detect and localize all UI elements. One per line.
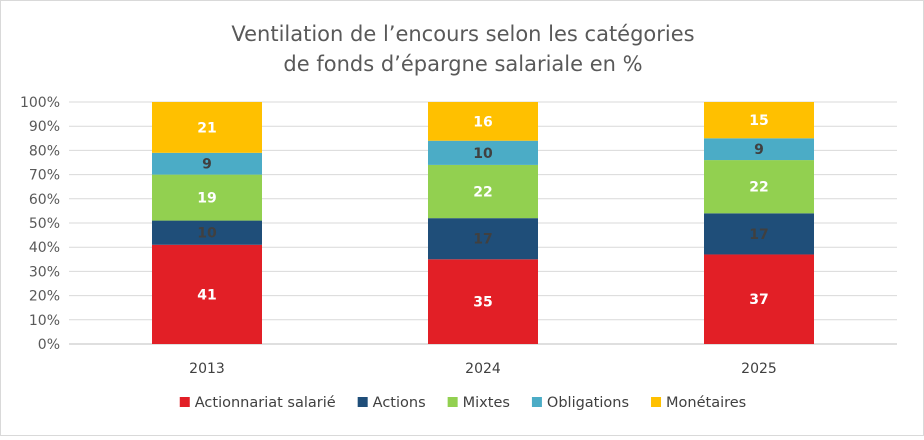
- bar-segment: [428, 164, 538, 219]
- legend-swatch: [357, 397, 368, 407]
- legend-label: Obligations: [547, 395, 629, 411]
- data-label: 19: [197, 191, 216, 207]
- x-category-label: 2013: [189, 361, 225, 377]
- y-tick-label: 80%: [29, 143, 60, 159]
- legend-label: Actions: [373, 395, 426, 411]
- x-axis-categories: 2013 2024 2025: [189, 361, 777, 377]
- bar-segment: [152, 102, 262, 153]
- legend-swatch: [651, 397, 662, 407]
- data-label: 15: [749, 113, 768, 129]
- y-tick-label: 100%: [20, 95, 60, 111]
- y-tick-label: 10%: [29, 313, 60, 329]
- y-tick-label: 90%: [29, 119, 60, 135]
- data-label: 16: [473, 114, 492, 130]
- y-tick-label: 70%: [29, 168, 60, 184]
- data-label: 37: [749, 292, 768, 308]
- x-category-label: 2024: [465, 361, 501, 377]
- y-tick-label: 40%: [29, 240, 60, 256]
- bar-segment: [152, 244, 262, 344]
- data-label: 10: [473, 146, 493, 162]
- data-label: 10: [197, 226, 217, 242]
- chart-title-line-1: Ventilation de l’encours selon les catég…: [231, 22, 694, 46]
- legend-label: Actionnariat salarié: [195, 395, 336, 411]
- data-label: 41: [197, 287, 216, 303]
- legend: Actionnariat salarié Actions Mixtes Obligat…: [179, 395, 746, 411]
- data-label: 35: [473, 295, 492, 311]
- y-tick-label: 0%: [38, 337, 60, 353]
- bar-segment: [428, 259, 538, 344]
- bar-segment: [428, 102, 538, 141]
- bar-segment: [704, 160, 814, 214]
- data-label: 17: [473, 232, 492, 248]
- data-label: 21: [197, 120, 216, 136]
- bar-segment: [152, 220, 262, 245]
- x-category-label: 2025: [741, 361, 777, 377]
- data-label: 22: [749, 180, 768, 196]
- bar-segment: [704, 254, 814, 344]
- bar-segment: [704, 138, 814, 161]
- data-label: 9: [754, 142, 764, 158]
- bar-segment: [152, 152, 262, 175]
- y-tick-label: 50%: [29, 216, 60, 232]
- y-tick-label: 60%: [29, 192, 60, 208]
- bar-segment: [704, 213, 814, 255]
- bar-segment: [428, 140, 538, 165]
- y-tick-label: 30%: [29, 264, 60, 280]
- chart-title-line-2: de fonds d’épargne salariale en %: [283, 52, 642, 76]
- y-tick-label: 20%: [29, 289, 60, 305]
- y-axis-ticks: 0% 10% 20% 30% 40% 50% 60% 70% 80% 90% 100%: [20, 95, 60, 353]
- legend-label: Mixtes: [463, 395, 510, 411]
- bar-segment: [152, 174, 262, 221]
- data-label: 22: [473, 185, 492, 201]
- bar-segment: [428, 218, 538, 260]
- legend-swatch: [179, 397, 190, 407]
- legend-label: Monétaires: [666, 395, 746, 411]
- legend-swatch: [447, 397, 458, 407]
- legend-swatch: [531, 397, 542, 407]
- data-label: 17: [749, 227, 768, 243]
- bar-segment: [704, 102, 814, 139]
- data-label: 9: [202, 157, 212, 173]
- bars: 41 10 19 9 21 35 17 22 10 16 37 17 22 9 15: [152, 102, 814, 344]
